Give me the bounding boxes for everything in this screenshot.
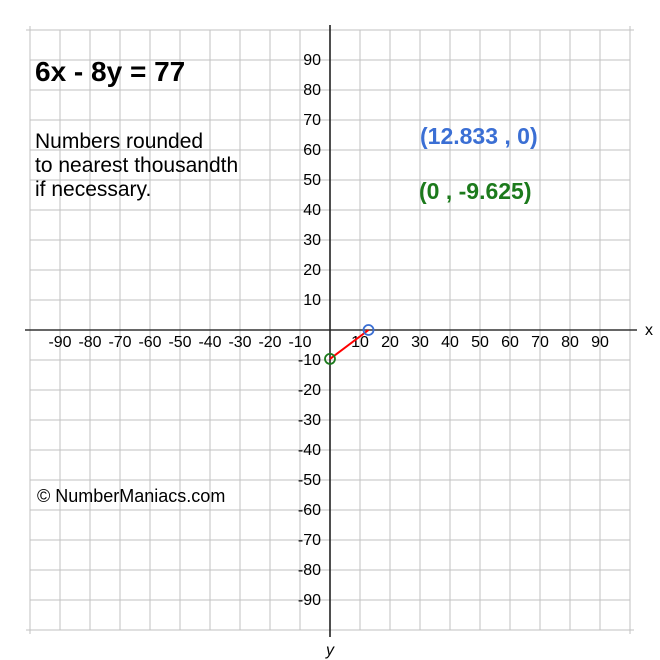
svg-text:40: 40 — [303, 202, 321, 219]
svg-text:-80: -80 — [78, 334, 101, 351]
svg-text:30: 30 — [303, 232, 321, 249]
svg-text:Numbers rounded: Numbers rounded — [35, 130, 203, 153]
svg-text:-50: -50 — [298, 472, 321, 489]
svg-text:40: 40 — [441, 334, 459, 351]
svg-text:-90: -90 — [48, 334, 71, 351]
svg-text:20: 20 — [381, 334, 399, 351]
svg-text:80: 80 — [303, 82, 321, 99]
svg-text:-50: -50 — [168, 334, 191, 351]
svg-text:80: 80 — [561, 334, 579, 351]
svg-text:-40: -40 — [198, 334, 221, 351]
svg-text:-10: -10 — [288, 334, 311, 351]
svg-text:90: 90 — [303, 52, 321, 69]
svg-text:if necessary.: if necessary. — [35, 178, 151, 201]
svg-text:-20: -20 — [258, 334, 281, 351]
svg-text:70: 70 — [531, 334, 549, 351]
svg-text:© NumberManiacs.com: © NumberManiacs.com — [37, 486, 225, 506]
svg-text:30: 30 — [411, 334, 429, 351]
svg-text:-30: -30 — [298, 412, 321, 429]
svg-text:10: 10 — [303, 292, 321, 309]
svg-text:-40: -40 — [298, 442, 321, 459]
svg-text:-30: -30 — [228, 334, 251, 351]
svg-text:to nearest thousandth: to nearest thousandth — [35, 154, 238, 177]
svg-text:70: 70 — [303, 112, 321, 129]
svg-text:6x - 8y = 77: 6x - 8y = 77 — [35, 56, 185, 87]
svg-text:60: 60 — [501, 334, 519, 351]
svg-text:-80: -80 — [298, 562, 321, 579]
svg-text:-60: -60 — [138, 334, 161, 351]
svg-text:50: 50 — [471, 334, 489, 351]
svg-text:-10: -10 — [298, 352, 321, 369]
svg-text:-70: -70 — [108, 334, 131, 351]
svg-text:50: 50 — [303, 172, 321, 189]
svg-text:-20: -20 — [298, 382, 321, 399]
svg-text:-90: -90 — [298, 592, 321, 609]
svg-text:y: y — [325, 642, 335, 659]
svg-text:x: x — [645, 322, 653, 339]
svg-text:90: 90 — [591, 334, 609, 351]
svg-text:(0 , -9.625): (0 , -9.625) — [419, 178, 532, 204]
svg-text:-70: -70 — [298, 532, 321, 549]
svg-text:60: 60 — [303, 142, 321, 159]
svg-text:(12.833 , 0): (12.833 , 0) — [420, 123, 538, 149]
svg-text:20: 20 — [303, 262, 321, 279]
svg-text:-60: -60 — [298, 502, 321, 519]
